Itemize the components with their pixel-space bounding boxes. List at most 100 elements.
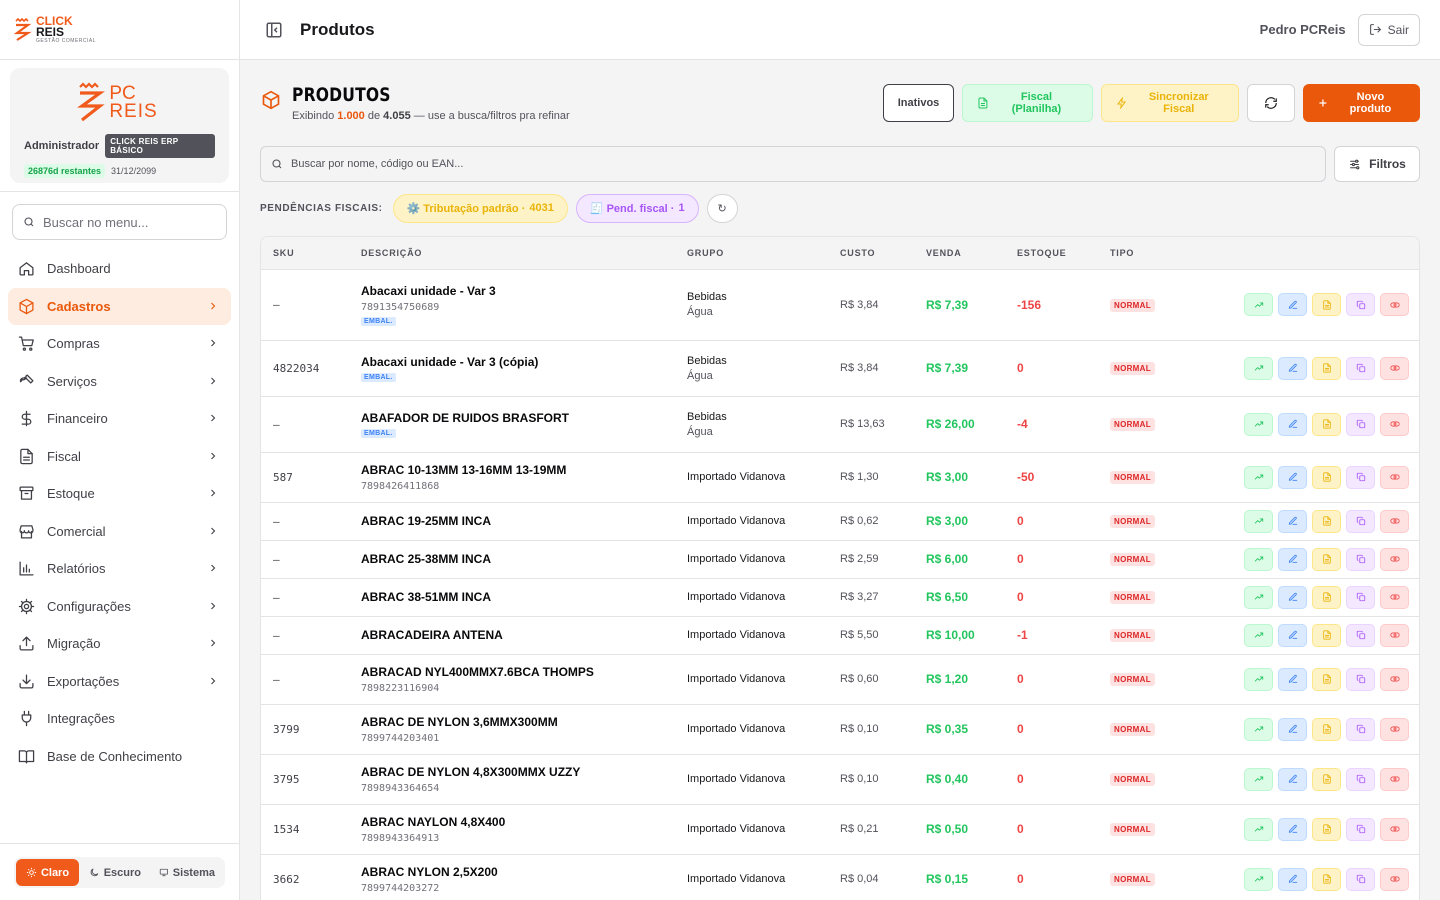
deactivate-button[interactable] <box>1380 867 1409 891</box>
sidebar-item-dollar[interactable]: Financeiro <box>8 400 231 438</box>
duplicate-button[interactable] <box>1346 465 1375 489</box>
table-row[interactable]: 3795 ABRAC DE NYLON 4,8X300MMX UZZY 789894… <box>261 754 1419 805</box>
deactivate-button[interactable] <box>1380 667 1409 691</box>
sidebar-item-store[interactable]: Comercial <box>8 513 231 551</box>
filters-button[interactable]: Filtros <box>1334 146 1420 182</box>
fiscal-doc-button[interactable] <box>1312 867 1341 891</box>
stats-button[interactable] <box>1244 623 1273 647</box>
edit-button[interactable] <box>1278 465 1307 489</box>
default-tax-pill[interactable]: ⚙️ Tributação padrão · 4031 <box>392 193 568 223</box>
deactivate-button[interactable] <box>1380 817 1409 841</box>
edit-button[interactable] <box>1278 412 1307 436</box>
sidebar-toggle-button[interactable] <box>260 16 288 44</box>
table-row[interactable]: – ABRAC 19-25MM INCA Importado Vidanova R$ … <box>261 502 1419 541</box>
sidebar-item-download[interactable]: Exportações <box>8 663 231 701</box>
deactivate-button[interactable] <box>1380 356 1409 380</box>
duplicate-button[interactable] <box>1346 293 1375 316</box>
deactivate-button[interactable] <box>1380 412 1409 436</box>
stats-button[interactable] <box>1244 767 1273 791</box>
edit-button[interactable] <box>1278 817 1307 841</box>
product-search[interactable] <box>260 146 1326 182</box>
fiscal-doc-button[interactable] <box>1312 717 1341 741</box>
duplicate-button[interactable] <box>1346 356 1375 380</box>
stats-button[interactable] <box>1244 465 1273 489</box>
fiscal-doc-button[interactable] <box>1312 412 1341 436</box>
edit-button[interactable] <box>1278 717 1307 741</box>
stats-button[interactable] <box>1244 585 1273 609</box>
fiscal-doc-button[interactable] <box>1312 585 1341 609</box>
duplicate-button[interactable] <box>1346 867 1375 891</box>
duplicate-button[interactable] <box>1346 623 1375 647</box>
edit-button[interactable] <box>1278 356 1307 380</box>
stats-button[interactable] <box>1244 509 1273 533</box>
sidebar-item-archive[interactable]: Estoque <box>8 475 231 513</box>
sidebar-item-document[interactable]: Fiscal <box>8 438 231 476</box>
logout-button[interactable]: Sair <box>1357 13 1420 46</box>
inactive-button[interactable]: Inativos <box>883 84 954 122</box>
duplicate-button[interactable] <box>1346 767 1375 791</box>
theme-dark-button[interactable]: Escuro <box>81 859 149 886</box>
deactivate-button[interactable] <box>1380 585 1409 609</box>
menu-search[interactable] <box>12 204 227 240</box>
deactivate-button[interactable] <box>1380 465 1409 489</box>
duplicate-button[interactable] <box>1346 547 1375 571</box>
menu-search-input[interactable] <box>43 214 213 230</box>
fiscal-doc-button[interactable] <box>1312 465 1341 489</box>
pending-fiscal-pill[interactable]: 🧾 Pend. fiscal · 1 <box>575 193 699 223</box>
table-row[interactable]: 3662 ABRAC NYLON 2,5X200 7899744203272 Impo… <box>261 854 1419 900</box>
deactivate-button[interactable] <box>1380 547 1409 571</box>
duplicate-button[interactable] <box>1346 585 1375 609</box>
sidebar-item-plug[interactable]: Integrações <box>8 700 231 738</box>
deactivate-button[interactable] <box>1380 717 1409 741</box>
sidebar-item-upload[interactable]: Migração <box>8 625 231 663</box>
sidebar-item-bar-chart[interactable]: Relatórios <box>8 550 231 588</box>
edit-button[interactable] <box>1278 293 1307 316</box>
fiscal-doc-button[interactable] <box>1312 767 1341 791</box>
pending-refresh-button[interactable]: ↻ <box>706 193 738 223</box>
fiscal-doc-button[interactable] <box>1312 667 1341 691</box>
fiscal-doc-button[interactable] <box>1312 356 1341 380</box>
table-row[interactable]: – ABRACAD NYL400MMX7.6BCA THOMPS 789822311… <box>261 654 1419 705</box>
brand-logo[interactable]: CLICK REIS GESTÃO COMERCIAL <box>0 0 239 60</box>
deactivate-button[interactable] <box>1380 509 1409 533</box>
edit-button[interactable] <box>1278 867 1307 891</box>
edit-button[interactable] <box>1278 509 1307 533</box>
table-row[interactable]: – ABRACADEIRA ANTENA Importado Vidanova R$ … <box>261 616 1419 655</box>
table-row[interactable]: – ABAFADOR DE RUIDOS BRASFORT EMBAL. Bebida… <box>261 396 1419 453</box>
new-product-button[interactable]: Novo produto <box>1303 84 1420 122</box>
theme-light-button[interactable]: Claro <box>16 859 79 886</box>
stats-button[interactable] <box>1244 412 1273 436</box>
stats-button[interactable] <box>1244 817 1273 841</box>
sidebar-item-home[interactable]: Dashboard <box>8 250 231 288</box>
stats-button[interactable] <box>1244 717 1273 741</box>
product-search-input[interactable] <box>291 158 1191 170</box>
duplicate-button[interactable] <box>1346 717 1375 741</box>
edit-button[interactable] <box>1278 547 1307 571</box>
stats-button[interactable] <box>1244 293 1273 316</box>
table-row[interactable]: 1534 ABRAC NAYLON 4,8X400 7898943364913 Imp… <box>261 804 1419 855</box>
duplicate-button[interactable] <box>1346 817 1375 841</box>
fiscal-doc-button[interactable] <box>1312 547 1341 571</box>
edit-button[interactable] <box>1278 667 1307 691</box>
table-row[interactable]: – ABRAC 25-38MM INCA Importado Vidanova R$ … <box>261 540 1419 579</box>
edit-button[interactable] <box>1278 767 1307 791</box>
duplicate-button[interactable] <box>1346 509 1375 533</box>
deactivate-button[interactable] <box>1380 623 1409 647</box>
fiscal-doc-button[interactable] <box>1312 623 1341 647</box>
deactivate-button[interactable] <box>1380 767 1409 791</box>
duplicate-button[interactable] <box>1346 412 1375 436</box>
deactivate-button[interactable] <box>1380 293 1409 316</box>
stats-button[interactable] <box>1244 356 1273 380</box>
table-row[interactable]: – Abacaxi unidade - Var 3 7891354750689 EMB… <box>261 269 1419 341</box>
stats-button[interactable] <box>1244 667 1273 691</box>
fiscal-doc-button[interactable] <box>1312 509 1341 533</box>
theme-system-button[interactable]: Sistema <box>151 859 223 886</box>
table-row[interactable]: 4822034 Abacaxi unidade - Var 3 (cópia) EM… <box>261 340 1419 397</box>
stats-button[interactable] <box>1244 867 1273 891</box>
sidebar-item-wrench[interactable]: Serviços <box>8 363 231 401</box>
edit-button[interactable] <box>1278 585 1307 609</box>
fiscal-doc-button[interactable] <box>1312 817 1341 841</box>
sidebar-item-box[interactable]: Cadastros <box>8 287 231 325</box>
sidebar-item-book[interactable]: Base de Conhecimento <box>8 738 231 776</box>
edit-button[interactable] <box>1278 623 1307 647</box>
